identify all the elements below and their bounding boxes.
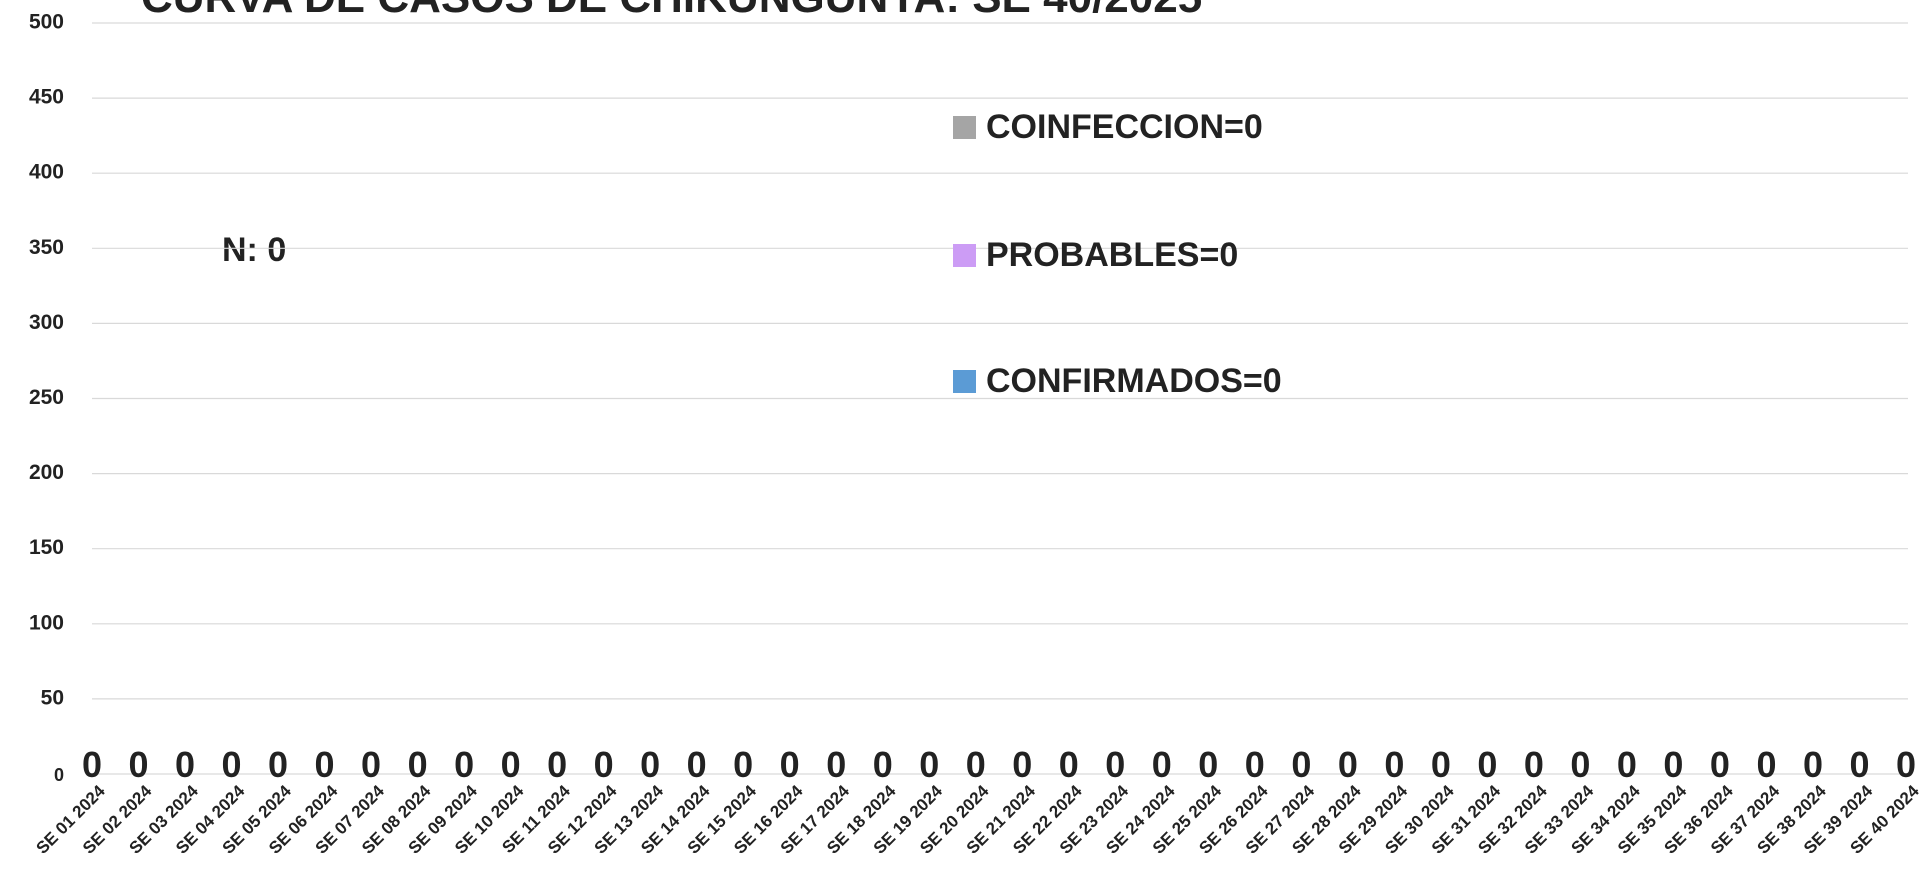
data-label: 0: [640, 744, 660, 785]
data-label: 0: [82, 744, 102, 785]
y-tick-label: 50: [41, 686, 64, 709]
data-label: 0: [780, 744, 800, 785]
data-label: 0: [222, 744, 242, 785]
data-label: 0: [1198, 744, 1218, 785]
data-label: 0: [1152, 744, 1172, 785]
y-tick-label: 150: [29, 536, 64, 559]
legend-swatch: [953, 370, 976, 393]
legend-swatch: [953, 244, 976, 267]
data-label: 0: [1477, 744, 1497, 785]
data-label: 0: [1756, 744, 1776, 785]
data-label: 0: [454, 744, 474, 785]
chart-title: CURVA DE CASOS DE CHIKUNGUNYA: SE 40/202…: [141, 0, 1202, 22]
y-tick-label: 450: [29, 86, 64, 109]
data-label: 0: [1431, 744, 1451, 785]
data-label: 0: [919, 744, 939, 785]
y-tick-label: 250: [29, 386, 64, 409]
data-label: 0: [1012, 744, 1032, 785]
data-label: 0: [594, 744, 614, 785]
data-label: 0: [687, 744, 707, 785]
legend-label: COINFECCION=0: [986, 108, 1263, 146]
annotation: N: 0: [222, 231, 286, 269]
data-label: 0: [1338, 744, 1358, 785]
data-label: 0: [1245, 744, 1265, 785]
y-tick-label: 350: [29, 236, 64, 259]
legend-swatch: [953, 116, 976, 139]
legend-label: CONFIRMADOS=0: [986, 362, 1282, 400]
data-label: 0: [1570, 744, 1590, 785]
legend-label: PROBABLES=0: [986, 236, 1238, 274]
data-label: 0: [1105, 744, 1125, 785]
y-tick-label: 100: [29, 611, 64, 634]
data-label: 0: [547, 744, 567, 785]
data-label: 0: [408, 744, 428, 785]
data-label: 0: [1291, 744, 1311, 785]
data-label: 0: [1059, 744, 1079, 785]
data-label: 0: [361, 744, 381, 785]
y-tick-label: 200: [29, 461, 64, 484]
data-label: 0: [1663, 744, 1683, 785]
y-tick-label: 0: [54, 765, 64, 785]
data-label: 0: [501, 744, 521, 785]
y-tick-label: 400: [29, 161, 64, 184]
data-label: 0: [1849, 744, 1869, 785]
data-label: 0: [1617, 744, 1637, 785]
data-label: 0: [128, 744, 148, 785]
data-label: 0: [315, 744, 335, 785]
data-label: 0: [826, 744, 846, 785]
data-label: 0: [1524, 744, 1544, 785]
data-label: 0: [966, 744, 986, 785]
data-label: 0: [1803, 744, 1823, 785]
data-label: 0: [873, 744, 893, 785]
y-tick-label: 500: [29, 11, 64, 34]
data-label: 0: [175, 744, 195, 785]
data-label: 0: [1896, 744, 1916, 785]
data-label: 0: [268, 744, 288, 785]
data-label: 0: [1710, 744, 1730, 785]
y-tick-label: 300: [29, 311, 64, 334]
data-label: 0: [1384, 744, 1404, 785]
data-label: 0: [733, 744, 753, 785]
